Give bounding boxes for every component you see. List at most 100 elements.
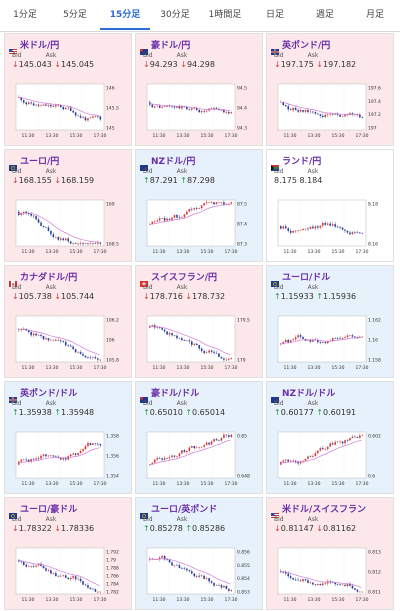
candle-body <box>297 579 299 581</box>
candle-body <box>188 570 191 572</box>
rate-card[interactable]: NZドル/ドル Bid Ask ↑0.60177 ↑0.60191 0.602 0.6 11… <box>266 381 394 494</box>
pair-name[interactable]: ユーロ/豪ドル <box>20 505 78 515</box>
rate-card[interactable]: スイスフラン/円 Bid Ask ↓178.716 ↓178.732 179.5 179 1… <box>135 265 263 378</box>
candle-body <box>354 436 356 438</box>
candle-body <box>82 449 84 451</box>
bid-ask-values: ↑0.60177 ↑0.60191 <box>274 408 356 417</box>
rate-card[interactable]: 豪ドル/円 Bid Ask ↓94.293 ↓94.298 94.5 94.4 94.3 11… <box>135 33 263 146</box>
bid-ask-labels: Bid Ask <box>274 516 318 523</box>
bid-ask-labels: Bid Ask <box>12 400 56 407</box>
candle-body <box>42 565 45 569</box>
candle-body <box>200 348 203 352</box>
direction-arrow-icon: ↓ <box>54 524 62 533</box>
tab-3[interactable]: 30分足 <box>160 10 190 20</box>
pair-name[interactable]: ランド/円 <box>282 157 322 167</box>
x-tick-label: 13:30 <box>177 365 190 371</box>
x-tick-label: 17:30 <box>225 481 238 487</box>
candle-body <box>72 453 74 455</box>
candle-body <box>89 243 92 245</box>
ask-value: 197.182 <box>323 60 357 69</box>
candle-body <box>299 335 302 337</box>
pair-name[interactable]: 英ポンド/円 <box>282 41 331 51</box>
rate-card[interactable]: ユーロ/ドル Bid Ask ↑1.15933 ↑1.15936 1.162 1.16 1.… <box>266 265 394 378</box>
rate-card[interactable]: 英ポンド/円 Bid Ask ↓197.175 ↓197.182 197.6 197.4 1… <box>266 33 394 146</box>
rate-card[interactable]: ユーロ/豪ドル Bid Ask ↓1.78322 ↓1.78336 1.792 1.79 1… <box>4 497 132 610</box>
ask-value: 0.60191 <box>323 408 357 417</box>
pair-name[interactable]: 米ドル/スイスフラン <box>282 505 367 515</box>
pair-name[interactable]: NZドル/円 <box>151 157 196 167</box>
candle-body <box>84 243 87 244</box>
candle-body <box>299 230 302 231</box>
candle-body <box>42 454 45 456</box>
ask-label: Ask <box>307 516 319 523</box>
tab-5[interactable]: 日足 <box>265 10 284 20</box>
rate-card[interactable]: カナダドル/円 Bid Ask ↓105.738 ↓105.744 106.2 106 10… <box>4 265 132 378</box>
candle-body <box>312 111 314 113</box>
bid-value: 87.291 <box>149 176 178 185</box>
rate-card[interactable]: NZドル/円 Bid Ask ↑87.291 ↑87.298 87.5 87.4 87.3 1… <box>135 149 263 262</box>
candle-body <box>228 435 230 437</box>
candle-body <box>92 242 94 244</box>
rate-card[interactable]: 英ポンド/ドル Bid Ask ↑1.35938 ↑1.35948 1.358 1.356… <box>4 381 132 494</box>
bid-ask-values: ↓145.043 ↓145.045 <box>12 60 94 69</box>
candle-body <box>195 343 198 346</box>
ask-value: 87.298 <box>186 176 215 185</box>
candle-body <box>208 350 210 353</box>
pair-name[interactable]: ユーロ/円 <box>20 157 60 167</box>
candle-body <box>166 559 168 561</box>
candle-body <box>30 102 32 104</box>
pair-name[interactable]: ユーロ/英ポンド <box>151 505 218 515</box>
candle-body <box>57 105 60 106</box>
candle-body <box>289 230 292 233</box>
tab-6[interactable]: 週足 <box>315 10 334 20</box>
candle-body <box>35 216 37 220</box>
tab-0[interactable]: 1分足 <box>13 10 37 20</box>
pair-name[interactable]: スイスフラン/円 <box>151 273 218 283</box>
pair-name[interactable]: 豪ドル/ドル <box>151 389 200 399</box>
candle-body <box>40 222 42 226</box>
direction-arrow-icon: ↑ <box>143 524 150 533</box>
candle-body <box>198 109 201 113</box>
tab-7[interactable]: 月足 <box>365 10 384 20</box>
bid-label: Bid <box>143 516 153 523</box>
x-tick-label: 13:30 <box>308 481 321 487</box>
price-chart: 1.162 1.16 1.158 11:30 13:30 15:30 17:30 <box>277 315 381 371</box>
candle-body <box>349 335 351 336</box>
y-tick-label: 197.6 <box>368 86 381 92</box>
rate-card[interactable]: 米ドル/スイスフラン Bid Ask ↓0.81147 ↓0.81162 0.813 0.… <box>266 497 394 610</box>
rate-card[interactable]: 米ドル/円 Bid Ask ↓145.043 ↓145.045 146 145.5 145 1… <box>4 33 132 146</box>
ask-value: 168.159 <box>61 176 95 185</box>
x-tick-label: 15:30 <box>70 365 83 371</box>
y-tick-label: 145.5 <box>106 106 119 112</box>
pair-name[interactable]: 英ポンド/ドル <box>20 389 78 399</box>
rate-card[interactable]: ユーロ/円 Bid Ask ↓168.155 ↓168.159 169 168.5 11:3… <box>4 149 132 262</box>
candle-body <box>97 242 99 244</box>
candle-body <box>344 114 346 117</box>
pair-name[interactable]: ユーロ/ドル <box>282 273 331 283</box>
pair-name[interactable]: NZドル/ドル <box>282 389 336 399</box>
pair-name[interactable]: カナダドル/円 <box>20 273 78 283</box>
candle-body <box>52 106 55 107</box>
candle-body <box>77 115 79 117</box>
ask-value: 8.184 <box>299 176 323 185</box>
rate-card[interactable]: ユーロ/英ポンド Bid Ask ↑0.85278 ↑0.85286 0.856 0.85… <box>135 497 263 610</box>
candle-body <box>220 110 223 111</box>
candle-body <box>181 450 183 454</box>
tab-1[interactable]: 5分足 <box>63 10 87 20</box>
candle-body <box>223 110 225 113</box>
candle-body <box>319 448 322 451</box>
rate-card[interactable]: ランド/円 Bid Ask 8.175 8.184 8.18 8.16 11:30 13:30… <box>266 149 394 262</box>
tab-4[interactable]: 1時間足 <box>208 10 242 20</box>
pair-name[interactable]: 豪ドル/円 <box>151 41 191 51</box>
candle-body <box>183 450 186 453</box>
candle-body <box>52 339 55 341</box>
candle-body <box>203 203 205 206</box>
tab-2[interactable]: 15分足 <box>100 0 150 30</box>
candle-body <box>334 114 336 115</box>
candle-body <box>336 584 339 585</box>
candle-body <box>287 459 290 462</box>
rate-card[interactable]: 豪ドル/ドル Bid Ask ↑0.65010 ↑0.65014 0.65 0.648 11… <box>135 381 263 494</box>
candle-body <box>30 213 32 216</box>
y-tick-label: 0.6 <box>368 474 375 480</box>
pair-name[interactable]: 米ドル/円 <box>20 41 60 51</box>
